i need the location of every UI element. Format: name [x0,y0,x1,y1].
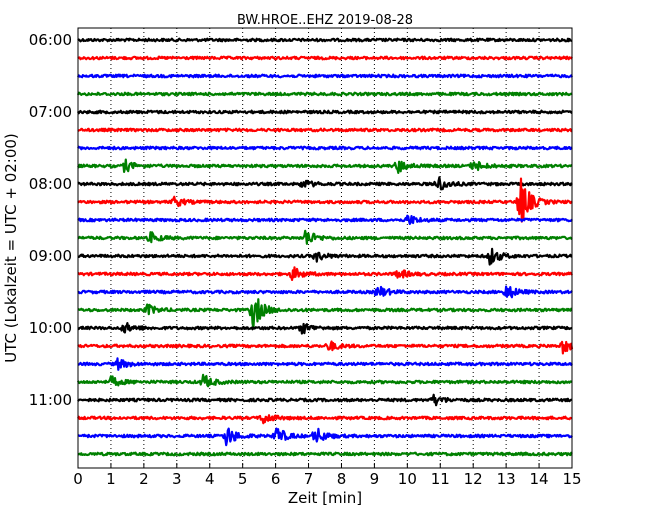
grid-lines [110,28,540,468]
trace-line [77,340,574,355]
trace-line [77,393,573,407]
trace-line [77,247,573,266]
x-axis: 0 1 2 3 4 5 6 7 8 9 10 11 12 13 14 15 [73,463,582,488]
y-tick-label: 07:00 [29,103,72,121]
trace-line [77,357,573,371]
x-tick-label: 1 [106,470,116,488]
x-tick-label: 6 [271,470,281,488]
x-tick-label: 9 [370,470,380,488]
trace-line [77,37,573,43]
x-tick-label: 8 [337,470,347,488]
x-tick-label: 12 [464,470,483,488]
trace-line [77,55,573,61]
x-tick-label: 13 [497,470,516,488]
trace-line [77,427,573,447]
x-tick-label: 4 [205,470,215,488]
trace-line [77,414,573,425]
y-tick-label: 10:00 [29,319,72,337]
trace-line [77,145,573,151]
y-tick-label: 11:00 [29,391,72,409]
trace-line [77,73,573,79]
y-tick-label: 09:00 [29,247,72,265]
x-tick-label: 11 [431,470,450,488]
y-axis: 06:00 07:00 08:00 09:00 10:00 11:00 [29,31,83,409]
trace-line [76,109,573,115]
y-tick-label: 06:00 [29,31,72,49]
traces [76,37,574,457]
x-tick-label: 2 [139,470,149,488]
trace-line [77,322,573,335]
x-tick-label: 3 [172,470,182,488]
x-tick-label: 0 [73,470,83,488]
x-tick-label: 5 [238,470,248,488]
x-tick-label: 15 [562,470,581,488]
trace-line [77,285,573,299]
trace-line [77,298,573,330]
trace-line [77,176,573,191]
trace-line [77,127,573,133]
trace-line [76,373,573,388]
trace-line [76,91,573,97]
y-tick-label: 08:00 [29,175,72,193]
y-axis-label: UTC (Lokalzeit = UTC + 02:00) [2,133,20,363]
x-tick-label: 10 [398,470,417,488]
chart-title: BW.HROE..EHZ 2019-08-28 [237,13,413,28]
x-axis-label: Zeit [min] [288,489,362,507]
trace-line [77,229,573,245]
trace-line [77,158,573,174]
x-tick-label: 14 [530,470,549,488]
trace-line [77,177,573,223]
trace-line [77,214,573,225]
plot-frame [77,27,573,469]
trace-line [77,451,573,457]
x-tick-label: 7 [304,470,314,488]
trace-line [77,266,573,281]
